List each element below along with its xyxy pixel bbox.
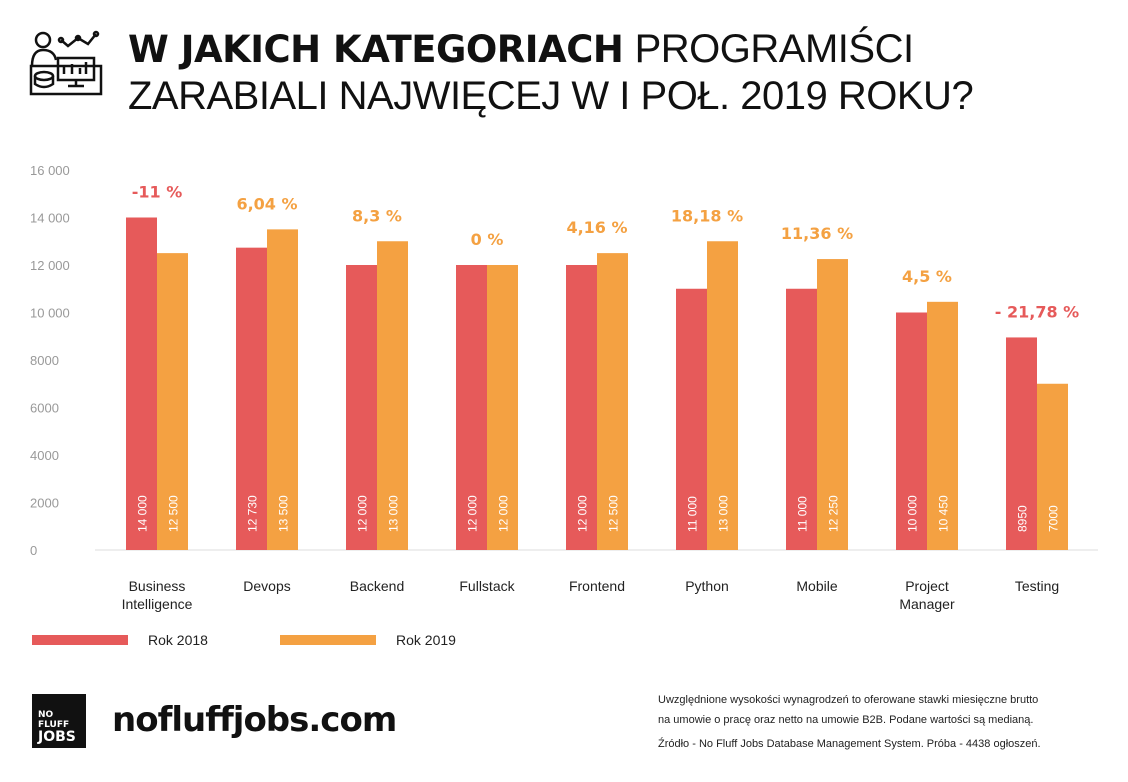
- bar-value-label: 12 500: [167, 495, 181, 532]
- bar-value-label: 10 000: [906, 495, 920, 532]
- change-label: 18,18 %: [671, 206, 743, 225]
- analyst-computer-icon: [29, 30, 103, 96]
- change-label: 11,36 %: [781, 224, 853, 243]
- category-label: Backend: [350, 578, 404, 594]
- bar-2018: [236, 247, 267, 550]
- bar-chart: 0 2000 4000 6000 8000 10 000 12 000 14 000 16 00…: [30, 163, 1098, 648]
- bar-value-label: 13 000: [717, 495, 731, 532]
- bar-2018: [566, 265, 597, 550]
- y-tick-label: 6000: [30, 401, 59, 416]
- bar-2019: [707, 241, 738, 550]
- bar-value-label: 11 000: [686, 496, 700, 532]
- bar-value-label: 12 000: [356, 495, 370, 532]
- y-tick-label: 14 000: [30, 211, 70, 226]
- note-line-1: Uwzględnione wysokości wynagrodzeń to of…: [658, 694, 1039, 706]
- category-label: Intelligence: [122, 596, 193, 612]
- y-tick-label: 16 000: [30, 163, 70, 178]
- legend-label: Rok 2018: [148, 632, 208, 648]
- bar-value-label: 12 250: [827, 495, 841, 532]
- title-rest: PROGRAMIŚCI: [634, 27, 914, 71]
- category-label: Project: [905, 578, 949, 594]
- bar-2019: [817, 259, 848, 550]
- bar-value-label: 10 450: [937, 495, 951, 532]
- category-label: Testing: [1015, 578, 1059, 594]
- page-title: W JAKICH KATEGORIACH PROGRAMIŚCI ZARABIA…: [128, 26, 974, 120]
- bar-2019: [377, 241, 408, 550]
- nofluffjobs-logo: NO FLUFF JOBS: [32, 694, 86, 748]
- bar-value-label: 7000: [1047, 505, 1061, 532]
- source-note: Źródło - No Fluff Jobs Database Manageme…: [658, 738, 1041, 750]
- title-line-2: ZARABIALI NAJWIĘCEJ W I POŁ. 2019 ROKU?: [128, 74, 974, 118]
- bar-value-label: 12 000: [497, 495, 511, 532]
- bar-2018: [126, 217, 157, 550]
- bar-value-label: 14 000: [136, 495, 150, 532]
- bar-2018: [786, 288, 817, 550]
- change-label: 4,5 %: [902, 267, 952, 286]
- bar-2018: [456, 265, 487, 550]
- y-tick-label: 8000: [30, 353, 59, 368]
- category-label: Business: [129, 578, 186, 594]
- bar-2018: [346, 265, 377, 550]
- bar-value-label: 8950: [1016, 505, 1030, 532]
- category-label: Mobile: [796, 578, 837, 594]
- y-tick-label: 10 000: [30, 306, 70, 321]
- site-url: nofluffjobs.com: [112, 700, 397, 740]
- change-label: 6,04 %: [236, 194, 297, 213]
- change-label: - 21,78 %: [995, 302, 1079, 321]
- y-tick-label: 12 000: [30, 258, 70, 273]
- category-label: Python: [685, 578, 729, 594]
- title-bold: W JAKICH KATEGORIACH: [128, 28, 624, 71]
- legend-swatch: [32, 635, 128, 645]
- bar-value-label: 11 000: [796, 496, 810, 532]
- bar-2019: [1037, 383, 1068, 550]
- bar-2019: [267, 229, 298, 550]
- change-label: 0 %: [471, 230, 504, 249]
- bar-value-label: 13 500: [277, 495, 291, 532]
- y-tick-label: 2000: [30, 496, 59, 511]
- bar-2019: [487, 265, 518, 550]
- y-tick-label: 4000: [30, 448, 59, 463]
- bar-2019: [927, 301, 958, 550]
- change-label: 8,3 %: [352, 206, 402, 225]
- category-label: Devops: [243, 578, 290, 594]
- bar-2019: [597, 253, 628, 550]
- bar-value-label: 12 500: [607, 495, 621, 532]
- bar-2018: [896, 312, 927, 550]
- bar-value-label: 13 000: [387, 495, 401, 532]
- category-label: Fullstack: [459, 578, 515, 594]
- logo-text-1: NO FLUFF: [38, 710, 70, 730]
- bar-value-label: 12 730: [246, 495, 260, 532]
- category-label: Frontend: [569, 578, 625, 594]
- bar-value-label: 12 000: [466, 495, 480, 532]
- bar-2018: [1006, 337, 1037, 550]
- category-label: Manager: [899, 596, 955, 612]
- legend-label: Rok 2019: [396, 632, 456, 648]
- logo-text-2: JOBS: [38, 729, 76, 745]
- bar-value-label: 12 000: [576, 495, 590, 532]
- bar-2019: [157, 253, 188, 550]
- change-label: 4,16 %: [566, 218, 627, 237]
- note-line-2: na umowie o pracę oraz netto na umowie B…: [658, 714, 1034, 726]
- y-tick-label: 0: [30, 543, 37, 558]
- legend-swatch: [280, 635, 376, 645]
- bar-2018: [676, 288, 707, 550]
- footnote: Uwzględnione wysokości wynagrodzeń to of…: [658, 690, 1041, 754]
- change-label: -11 %: [132, 183, 183, 202]
